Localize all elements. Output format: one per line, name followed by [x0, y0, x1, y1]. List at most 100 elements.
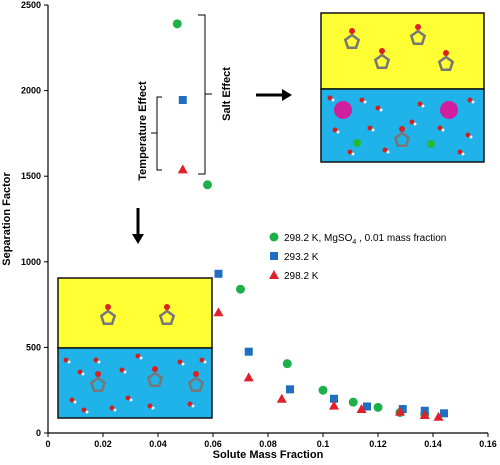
x-tick-label: 0.06 [204, 439, 222, 449]
water-molecule-icon [417, 101, 423, 107]
temperature-effect-label: Temperature Effect [137, 81, 149, 181]
oxygen-atom-icon [443, 50, 449, 56]
water-molecule-icon [467, 97, 473, 103]
data-point-square [178, 96, 187, 105]
x-tick-label: 0.1 [317, 439, 330, 449]
hydrogen-atom-icon [181, 362, 185, 366]
x-tick-label: 0.16 [479, 439, 497, 449]
y-tick-label: 2500 [21, 0, 41, 10]
x-tick-label: 0 [45, 439, 50, 449]
legend-marker-square [270, 252, 278, 260]
data-point-square [214, 269, 223, 278]
y-tick-label: 500 [26, 342, 41, 352]
y-tick-label: 1500 [21, 171, 41, 181]
water-system-inset [57, 277, 213, 419]
data-point-triangle [276, 393, 287, 403]
molecule-ring-icon [373, 53, 391, 69]
hydrogen-atom-icon [97, 360, 101, 364]
hydrogen-atom-icon [469, 135, 473, 139]
hydrogen-atom-icon [85, 410, 89, 414]
temperature-effect-bracket [151, 96, 162, 171]
molecule-ring-icon [437, 55, 455, 71]
oxygen-atom-icon [95, 371, 101, 377]
data-point-circle [236, 284, 245, 294]
y-tick-label: 0 [36, 428, 41, 438]
x-tick-label: 0.02 [94, 439, 112, 449]
magnesium-ion-icon [440, 101, 458, 119]
hydrogen-atom-icon [123, 370, 127, 374]
hydrogen-atom-icon [336, 130, 340, 134]
hydrogen-atom-icon [151, 406, 155, 410]
hydrogen-atom-icon [129, 398, 133, 402]
water-molecule-icon [327, 95, 333, 101]
hydrogen-atom-icon [441, 128, 445, 132]
molecule-ring-icon [89, 376, 107, 392]
data-point-square [330, 394, 338, 403]
organic-phase-layer [57, 277, 213, 349]
oxygen-atom-icon [152, 366, 158, 372]
arrow-down-icon [132, 208, 144, 244]
hydrogen-atom-icon [421, 104, 425, 108]
sulfate-ion-icon [427, 140, 435, 148]
hydrogen-atom-icon [363, 100, 367, 104]
water-molecule-icon [119, 367, 125, 373]
data-point-triangle [395, 406, 405, 416]
data-point-circle [348, 397, 358, 407]
hydrogen-atom-icon [413, 122, 417, 126]
data-point-triangle [213, 307, 224, 317]
arrow-right-icon [256, 89, 292, 101]
data-point-triangle [356, 404, 367, 414]
organic-phase-layer [320, 12, 485, 90]
water-molecule-icon [63, 357, 69, 363]
water-molecule-icon [347, 149, 353, 155]
hydrogen-atom-icon [73, 400, 77, 404]
data-point-triangle [433, 411, 444, 421]
aqueous-phase-layer [320, 88, 485, 163]
water-molecule-icon [437, 125, 443, 131]
molecule-ring-icon [158, 309, 176, 325]
salt-effect-label: Salt Effect [221, 67, 233, 121]
hydrogen-atom-icon [331, 98, 335, 102]
water-molecule-icon [69, 397, 75, 403]
molecule-ring-icon [343, 33, 361, 49]
water-molecule-icon [199, 357, 205, 363]
salt-effect-bracket [198, 14, 212, 175]
legend-label: 298.2 K, MgSO4 , 0.01 mass fraction [284, 233, 446, 246]
oxygen-atom-icon [379, 48, 385, 54]
legend: 298.2 K, MgSO4 , 0.01 mass fraction 293.… [269, 232, 446, 282]
molecule-ring-icon [187, 376, 205, 392]
legend-label: 298.2 K [284, 271, 319, 282]
water-molecule-icon [147, 403, 153, 409]
hydrogen-atom-icon [371, 128, 375, 132]
magnesium-ion-icon [334, 101, 352, 119]
aqueous-phase-layer [57, 347, 213, 419]
salt-system-inset [320, 12, 485, 163]
water-molecule-icon [77, 369, 83, 375]
water-molecule-icon [375, 105, 381, 111]
hydrogen-atom-icon [113, 408, 117, 412]
water-molecule-icon [409, 119, 415, 125]
water-molecule-icon [81, 407, 87, 413]
water-molecule-icon [465, 132, 471, 138]
data-point-circle [172, 19, 182, 29]
molecule-ring-icon [409, 29, 427, 45]
molecule-ring-icon [146, 371, 164, 387]
hydrogen-atom-icon [139, 356, 143, 360]
hydrogen-atom-icon [471, 100, 475, 104]
oxygen-atom-icon [193, 371, 199, 377]
water-molecule-icon [135, 353, 141, 359]
data-point-square [286, 385, 294, 394]
hydrogen-atom-icon [351, 152, 355, 156]
sulfate-ion-icon [353, 139, 361, 147]
x-tick-label: 0.12 [369, 439, 387, 449]
oxygen-atom-icon [164, 304, 170, 310]
water-molecule-icon [109, 405, 115, 411]
legend-label: 293.2 K [284, 252, 319, 263]
water-molecule-icon [457, 149, 463, 155]
oxygen-atom-icon [415, 24, 421, 30]
data-point-square [398, 405, 407, 414]
data-point-circle [282, 359, 292, 369]
data-point-circle [373, 402, 383, 412]
x-tick-label: 0.04 [149, 439, 167, 449]
hydrogen-atom-icon [81, 372, 85, 376]
